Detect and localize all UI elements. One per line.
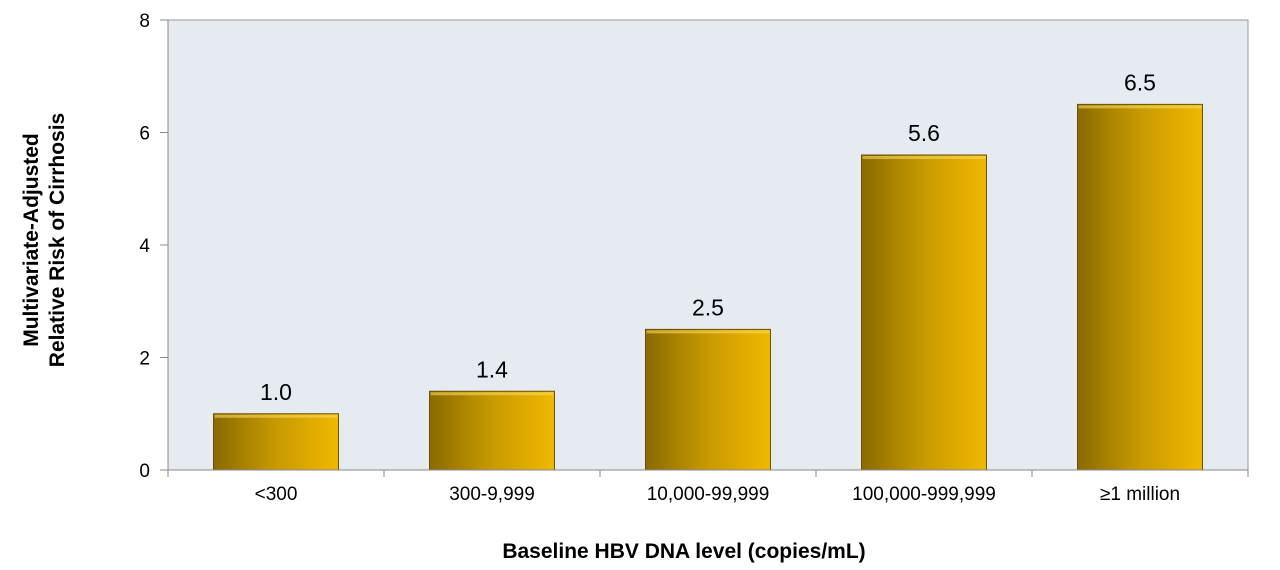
data-label: 6.5 [1124,69,1156,95]
x-tick-label: <300 [255,484,298,505]
x-tick-label: 10,000-99,999 [647,484,770,505]
bar-highlight [862,156,986,159]
data-label: 5.6 [908,120,940,146]
bar [429,390,555,471]
y-tick-label: 8 [139,11,150,32]
data-label: 1.0 [260,379,292,405]
y-tick-label: 4 [139,236,150,257]
bar-highlight [214,414,338,418]
y-axis-title-line2: Relative Risk of Cirrhosis [46,113,69,367]
x-tick-label: 300-9,999 [449,484,535,505]
bar-highlight [1078,105,1202,109]
y-tick-label: 2 [139,349,150,370]
x-tick-label: ≥1 million [1100,484,1180,505]
x-tick-label: 100,000-999,999 [852,484,996,505]
x-axis-title: Baseline HBV DNA level (copies/mL) [502,540,865,563]
data-label: 2.5 [692,294,724,320]
bar [213,413,339,471]
bar [645,328,771,471]
y-tick-label: 0 [139,461,150,482]
bar-highlight [646,330,770,334]
bar [1077,103,1203,471]
data-label: 1.4 [476,356,508,382]
y-axis-title-line1: Multivariate-Adjusted [20,133,43,347]
bar-highlight [430,392,554,396]
bar [861,154,987,471]
y-tick-label: 6 [139,124,150,145]
